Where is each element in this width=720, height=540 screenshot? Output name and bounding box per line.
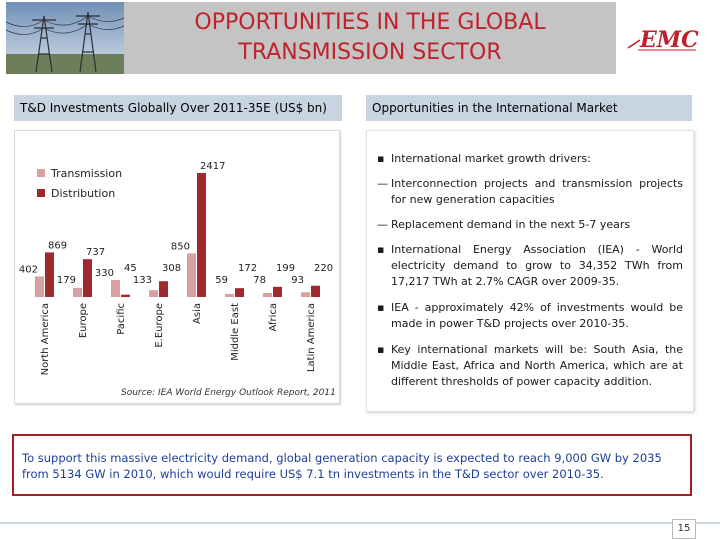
value-label-distribution: 308 <box>162 263 181 274</box>
value-label-distribution: 220 <box>314 263 333 274</box>
list-item: — Interconnection projects and transmiss… <box>377 176 683 208</box>
list-text: IEA - approximately 42% of investments w… <box>391 301 683 330</box>
summary-box: To support this massive electricity dema… <box>12 434 692 496</box>
list-marker: ▪ <box>377 343 385 356</box>
value-label-transmission: 330 <box>95 268 114 279</box>
logo-text: EMC <box>639 27 699 53</box>
chart-source: Source: IEA World Energy Outlook Report,… <box>121 388 336 398</box>
chart-bars <box>35 173 320 297</box>
bar-distribution-asia <box>197 173 206 297</box>
chart-section-title: T&D Investments Globally Over 2011-35E (… <box>20 101 327 115</box>
value-label-distribution: 45 <box>124 263 137 274</box>
value-label-distribution: 172 <box>238 263 257 274</box>
list-text: Replacement demand in the next 5-7 years <box>391 218 631 231</box>
category-label: Africa <box>268 303 279 332</box>
emc-logo: EMC <box>626 18 712 58</box>
title-box: OPPORTUNITIES IN THE GLOBAL TRANSMISSION… <box>124 2 616 74</box>
investment-chart: Transmission Distribution 402 869 179 737 33… <box>14 130 340 404</box>
bar-transmission-europe <box>73 287 82 297</box>
footer-divider <box>0 522 720 524</box>
bar-distribution-north-america <box>45 252 54 297</box>
category-label: Pacific <box>116 303 127 335</box>
list-marker: ▪ <box>377 243 385 256</box>
value-label-transmission: 402 <box>19 264 38 275</box>
value-label-distribution: 737 <box>86 247 105 258</box>
category-label: Latin America <box>306 303 317 372</box>
chart-legend: Transmission Distribution <box>37 167 122 200</box>
list-text: Interconnection projects and transmissio… <box>391 177 683 206</box>
page-title: OPPORTUNITIES IN THE GLOBAL TRANSMISSION… <box>194 10 546 65</box>
list-marker: ▪ <box>377 301 385 314</box>
list-marker: ▪ <box>377 152 385 165</box>
category-label: Middle East <box>230 303 241 361</box>
category-label: North America <box>40 303 51 375</box>
value-label-distribution: 869 <box>48 240 67 251</box>
list-marker: — <box>377 218 388 231</box>
value-label-transmission: 850 <box>171 241 190 252</box>
bar-distribution-middle-east <box>235 288 244 297</box>
list-item: ▪ IEA - approximately 42% of investments… <box>377 300 683 332</box>
summary-text: To support this massive electricity dema… <box>22 451 662 481</box>
opportunities-panel: ▪ International market growth drivers: —… <box>366 130 694 412</box>
category-label: E.Europe <box>154 303 165 348</box>
value-label-distribution: 199 <box>276 263 295 274</box>
chart-category-labels: North America Europe Pacific E.Europe Asia Mi… <box>40 303 317 375</box>
value-label-transmission: 78 <box>253 275 266 286</box>
list-item: ▪ International market growth drivers: <box>377 151 683 167</box>
bar-transmission-middle-east <box>225 293 234 297</box>
bar-distribution-africa <box>273 286 282 297</box>
bar-distribution-latin-america <box>311 285 320 297</box>
bar-transmission-africa <box>263 292 272 297</box>
list-item: ▪ Key international markets will be: Sou… <box>377 342 683 390</box>
value-label-transmission: 133 <box>133 275 152 286</box>
chart-section-header: T&D Investments Globally Over 2011-35E (… <box>14 95 342 121</box>
bar-transmission-asia <box>187 253 196 297</box>
list-text: International Energy Association (IEA) -… <box>391 243 683 288</box>
list-text: Key international markets will be: South… <box>391 343 683 388</box>
bar-transmission-pacific <box>111 280 120 297</box>
legend-label-distribution: Distribution <box>51 187 115 200</box>
bar-distribution-e-europe <box>159 281 168 297</box>
value-label-distribution: 2417 <box>200 161 225 172</box>
list-marker: — <box>377 177 388 190</box>
list-item: — Replacement demand in the next 5-7 yea… <box>377 217 683 233</box>
opportunities-section-header: Opportunities in the International Marke… <box>366 95 692 121</box>
legend-swatch-distribution <box>37 189 45 197</box>
category-label: Europe <box>78 303 89 338</box>
transmission-towers-image <box>6 2 124 74</box>
bar-distribution-europe <box>83 259 92 297</box>
list-item: ▪ International Energy Association (IEA)… <box>377 242 683 290</box>
bar-distribution-pacific <box>121 294 130 297</box>
chart-canvas: Transmission Distribution 402 869 179 737 33… <box>19 161 336 398</box>
legend-label-transmission: Transmission <box>50 167 122 180</box>
bar-transmission-e-europe <box>149 290 158 297</box>
value-label-transmission: 59 <box>215 275 228 286</box>
list-text: International market growth drivers: <box>391 152 591 165</box>
legend-swatch-transmission <box>37 169 45 177</box>
bar-transmission-north-america <box>35 276 44 297</box>
value-label-transmission: 93 <box>291 275 304 286</box>
page-number: 15 <box>672 519 696 539</box>
bar-transmission-latin-america <box>301 292 310 297</box>
value-label-transmission: 179 <box>57 275 76 286</box>
category-label: Asia <box>192 303 203 324</box>
opportunities-section-title: Opportunities in the International Marke… <box>372 101 618 115</box>
